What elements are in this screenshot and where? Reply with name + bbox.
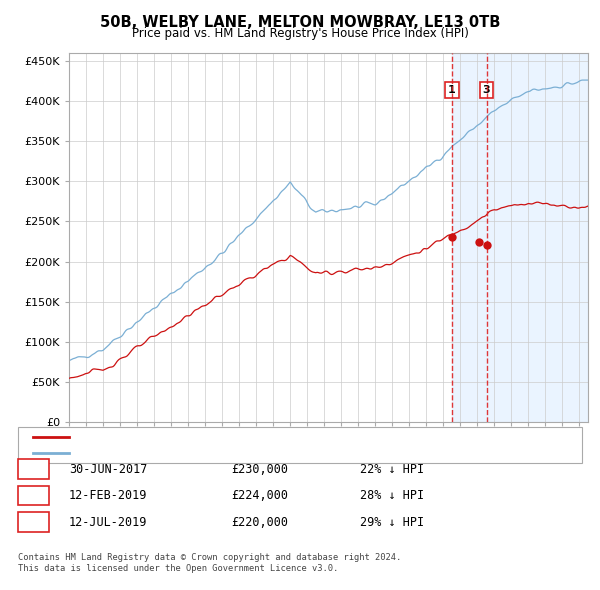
Text: 22% ↓ HPI: 22% ↓ HPI [360,463,424,476]
Text: 29% ↓ HPI: 29% ↓ HPI [360,516,424,529]
Text: £224,000: £224,000 [231,489,288,502]
Text: 50B, WELBY LANE, MELTON MOWBRAY, LE13 0TB: 50B, WELBY LANE, MELTON MOWBRAY, LE13 0T… [100,15,500,30]
Text: 3: 3 [483,85,490,95]
Text: £220,000: £220,000 [231,516,288,529]
Text: HPI: Average price, detached house, Melton: HPI: Average price, detached house, Melt… [75,448,303,458]
Text: 30-JUN-2017: 30-JUN-2017 [69,463,148,476]
Text: This data is licensed under the Open Government Licence v3.0.: This data is licensed under the Open Gov… [18,565,338,573]
Text: 50B, WELBY LANE, MELTON MOWBRAY, LE13 0TB (detached house): 50B, WELBY LANE, MELTON MOWBRAY, LE13 0T… [75,432,424,442]
Text: 12-JUL-2019: 12-JUL-2019 [69,516,148,529]
Text: £230,000: £230,000 [231,463,288,476]
Text: 1: 1 [30,463,37,476]
Text: 3: 3 [30,516,37,529]
Text: Price paid vs. HM Land Registry's House Price Index (HPI): Price paid vs. HM Land Registry's House … [131,27,469,40]
Text: 28% ↓ HPI: 28% ↓ HPI [360,489,424,502]
Text: Contains HM Land Registry data © Crown copyright and database right 2024.: Contains HM Land Registry data © Crown c… [18,553,401,562]
Text: 2: 2 [30,489,37,502]
Text: 12-FEB-2019: 12-FEB-2019 [69,489,148,502]
Text: 1: 1 [448,85,456,95]
